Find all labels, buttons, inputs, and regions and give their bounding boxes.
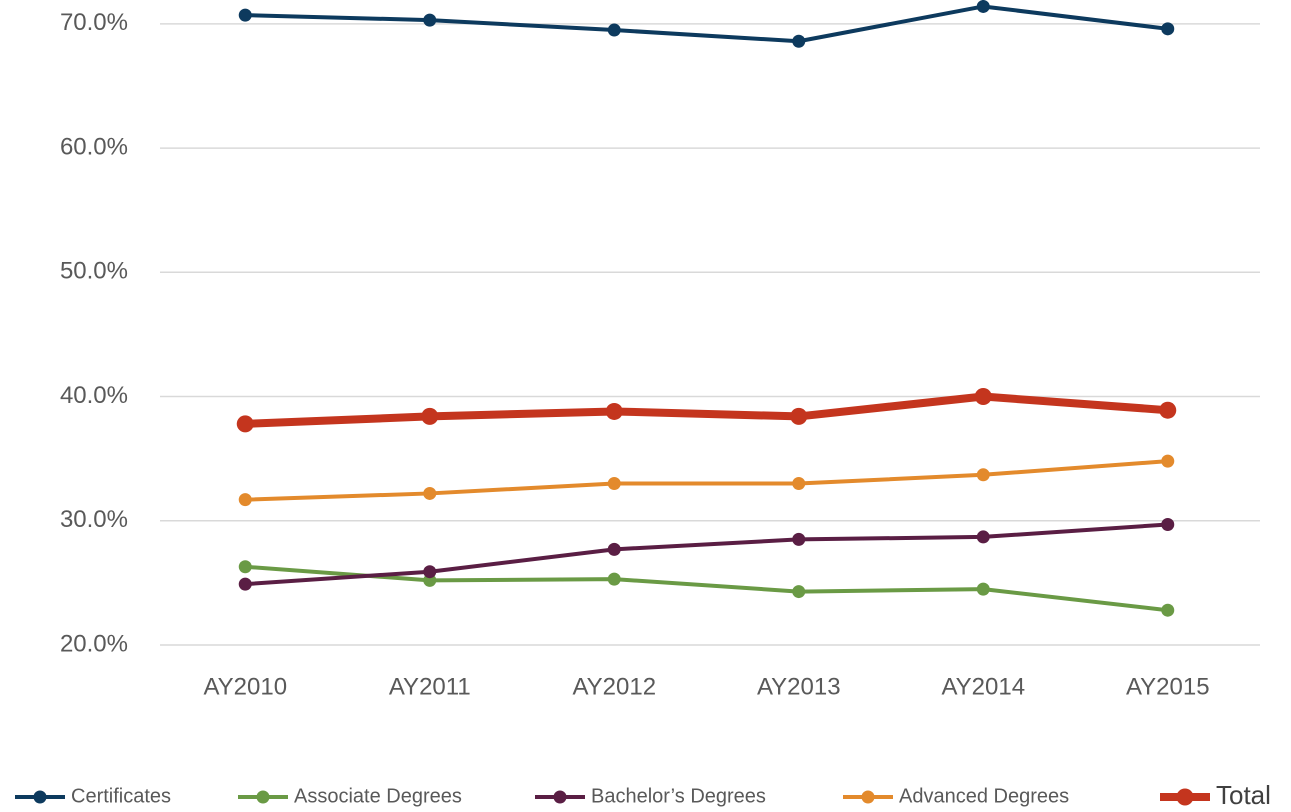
data-point [1161,517,1175,531]
data-point [605,402,623,420]
series-line [245,392,1169,428]
x-tick-label: AY2014 [941,673,1025,700]
legend-label: Certificates [71,785,171,807]
data-point [607,542,621,556]
data-point [976,582,990,596]
legend-label: Associate Degrees [294,785,462,807]
y-tick-label: 50.0% [60,258,128,285]
x-tick-label: AY2012 [572,673,656,700]
x-tick-label: AY2013 [757,673,841,700]
legend-label: Advanced Degrees [899,785,1069,807]
data-point [423,13,437,27]
series-line [245,522,1168,587]
data-point [792,532,806,546]
y-tick-label: 60.0% [60,133,128,160]
data-point [238,493,252,507]
data-point [238,560,252,574]
data-point [1161,22,1175,36]
legend-label: Bachelor’s Degrees [591,785,766,807]
data-point [238,8,252,22]
data-point [792,585,806,599]
legend-marker [256,790,270,804]
legend-marker [1176,788,1194,806]
legend-marker [553,790,567,804]
y-tick-label: 20.0% [60,630,128,657]
data-point [421,407,439,425]
x-tick-label: AY2015 [1126,673,1210,700]
data-point [1161,454,1175,468]
data-point [607,477,621,490]
data-point [792,34,806,48]
legend-label: Total [1216,780,1271,810]
y-tick-label: 70.0% [60,9,128,36]
x-tick-label: AY2011 [389,673,471,700]
data-point [423,486,437,500]
data-point [236,415,254,433]
data-point [792,477,806,490]
y-tick-label: 40.0% [60,382,128,409]
legend-marker [33,790,47,804]
series-line [245,564,1168,613]
y-tick-label: 30.0% [60,506,128,533]
data-point [1161,603,1175,617]
series-line [245,4,1168,44]
data-point [790,407,808,425]
data-point [607,572,621,586]
x-tick-label: AY2010 [203,673,287,700]
data-point [423,565,437,579]
data-point [1159,401,1177,419]
data-point [976,0,990,13]
data-point [976,468,990,482]
data-point [238,577,252,591]
data-point [974,388,992,406]
data-point [607,23,621,37]
series-line [245,459,1168,502]
data-point [976,530,990,544]
legend-marker [861,790,875,804]
